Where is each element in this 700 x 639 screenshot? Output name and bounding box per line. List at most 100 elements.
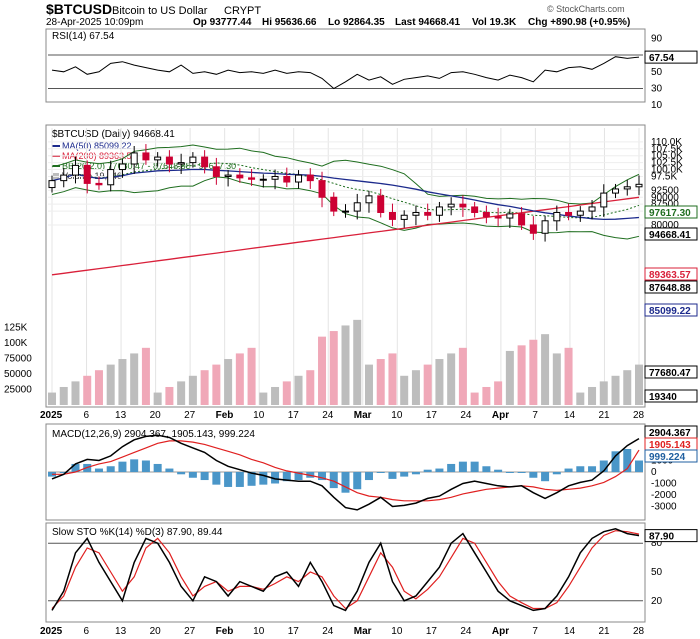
x-axis-label-bottom: 6 (84, 626, 90, 637)
candle-body (283, 175, 291, 183)
header-last: Last 94668.41 (395, 17, 460, 28)
candle-body (612, 188, 620, 194)
volume-bar (153, 392, 162, 405)
volume-bar (318, 336, 327, 405)
rsi-tick-label: 10 (651, 100, 663, 111)
sto-title: Slow STO %K(14) %D(3) 87.90, 89.44 (52, 527, 223, 538)
macd-histogram-bar (411, 472, 420, 475)
macd-histogram-bar (71, 463, 80, 472)
volume-bar (529, 339, 538, 405)
x-axis-label-bottom: 24 (322, 626, 334, 637)
volume-bar (423, 364, 432, 405)
candle-body (435, 206, 443, 216)
volume-bar (165, 386, 174, 405)
volume-bar (552, 353, 561, 405)
volume-bar (494, 381, 503, 405)
volume-bar (635, 364, 643, 405)
volume-bar (59, 386, 68, 405)
x-axis-label: 27 (184, 410, 196, 421)
ma200-line (51, 196, 640, 276)
close-label-box (644, 227, 698, 241)
macd-histogram-bar (188, 472, 197, 478)
price-title: $BTCUSD (Daily) 94668.41 (52, 129, 175, 140)
volume-bar (200, 370, 209, 405)
plot-layer: 907050301067.54110.0K107.5K105.0K102.5K1… (4, 33, 698, 637)
ticker-symbol: $BTCUSD (46, 1, 112, 17)
x-axis-label: 10 (253, 410, 265, 421)
header-open: Op 93777.44 (193, 17, 252, 28)
candle-body (236, 174, 244, 179)
volume-bar (224, 359, 233, 405)
macd-tick-label: -1000 (651, 479, 677, 490)
volume-bar (141, 347, 150, 405)
candle-body (412, 211, 420, 216)
x-axis-label-bottom: 20 (150, 626, 162, 637)
macd-histogram-bar (329, 472, 338, 489)
candle-body (130, 152, 138, 165)
volume-bar (71, 381, 80, 405)
candle-body (212, 166, 220, 177)
x-axis-label: 6 (84, 410, 90, 421)
x-axis-label: 2025 (40, 410, 63, 421)
macd-histogram-bar (576, 466, 585, 472)
macd-histogram-bar (59, 472, 68, 473)
volume-bar (341, 325, 350, 405)
volume-bar (482, 386, 491, 405)
volume-bar (329, 331, 338, 405)
macd-histogram-bar (341, 472, 350, 493)
rsi-tick-label: 30 (651, 83, 663, 94)
volume-bar (458, 347, 467, 405)
candle-body (553, 211, 561, 222)
ma50-line (51, 168, 640, 221)
candle-body (506, 213, 514, 219)
candle-body (424, 211, 432, 216)
exchange: CRYPT (224, 5, 261, 17)
macd-histogram-bar (611, 451, 620, 472)
volume-bar (188, 375, 197, 405)
candle-body (248, 177, 256, 180)
volume-bar (505, 350, 514, 405)
x-axis-label-bottom: Apr (492, 626, 509, 637)
candle-body (459, 203, 467, 208)
price-tick-label: 110.0K (651, 137, 682, 148)
macd-histogram-bar (447, 463, 456, 472)
macd-histogram-bar (376, 472, 385, 473)
candle-body (83, 164, 91, 184)
macd-tick-label: -2000 (651, 490, 677, 501)
macd-histogram-bar (271, 472, 280, 484)
price-tick-label: 100.0K (651, 165, 683, 176)
volume-bar (83, 375, 92, 405)
x-axis-label-bottom: 28 (633, 626, 645, 637)
x-axis-label: 7 (532, 410, 538, 421)
candle-body (342, 210, 349, 213)
macd-histogram-bar (482, 466, 491, 472)
bb-mid-line (51, 162, 640, 219)
x-axis-label-bottom: 21 (598, 626, 610, 637)
ma50-label: 85099.22 (649, 306, 691, 317)
rsi-last-label: 67.54 (649, 53, 674, 64)
x-axis-label: 17 (288, 410, 300, 421)
macd-histogram-bar (470, 461, 479, 472)
candle-body (306, 174, 314, 182)
volume-tick-label: 25000 (4, 384, 32, 395)
x-axis-label-bottom: 13 (115, 626, 127, 637)
sto-tick-label: 20 (651, 596, 663, 607)
volume-bar (435, 359, 444, 405)
rsi-panel (45, 28, 646, 103)
macd-histogram-bar (635, 460, 643, 472)
volume-bar (118, 359, 127, 405)
macd-histogram-bar (623, 449, 632, 472)
macd-histogram-bar (588, 466, 597, 472)
macd-title: MACD(12,26,9) 2904.367, 1905.143, 999.22… (52, 429, 255, 440)
x-axis-label: Mar (354, 410, 372, 421)
macd-histogram-bar (94, 468, 103, 472)
candle-body (154, 156, 162, 161)
candle-body (635, 183, 643, 188)
bb-upper-label: 97617.30 (649, 208, 691, 219)
volume-tick-label: 75000 (4, 353, 32, 364)
macd-histogram-bar (106, 466, 115, 472)
rsi-line (51, 56, 640, 90)
x-axis-label-bottom: 2025 (40, 626, 63, 637)
macd-histogram-bar (458, 461, 467, 472)
candle-body (353, 202, 361, 212)
